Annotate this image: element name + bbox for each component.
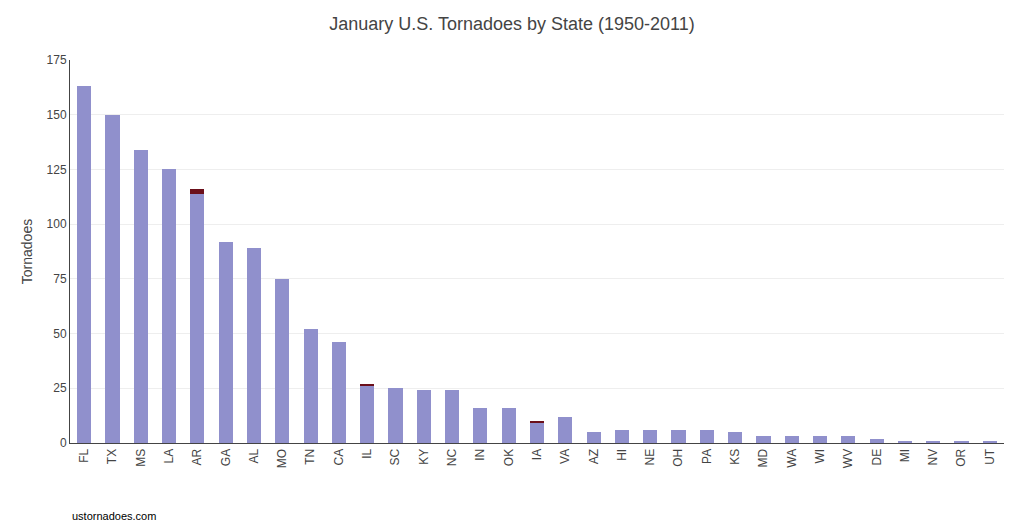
svg-text:NC: NC <box>445 448 459 466</box>
svg-text:IN: IN <box>473 449 487 461</box>
svg-text:KY: KY <box>417 449 431 465</box>
svg-text:PA: PA <box>700 449 714 464</box>
svg-text:MD: MD <box>756 448 770 467</box>
svg-text:IL: IL <box>360 448 374 458</box>
svg-text:WI: WI <box>813 449 827 464</box>
svg-text:25: 25 <box>53 381 67 395</box>
svg-text:OH: OH <box>671 449 685 467</box>
svg-text:GA: GA <box>219 449 233 466</box>
svg-text:KS: KS <box>728 449 742 465</box>
svg-text:OR: OR <box>954 448 968 466</box>
svg-text:HI: HI <box>615 449 629 461</box>
svg-text:CA: CA <box>332 449 346 466</box>
svg-text:75: 75 <box>53 272 67 286</box>
svg-text:MI: MI <box>898 449 912 462</box>
svg-text:WV: WV <box>841 449 855 468</box>
svg-text:AZ: AZ <box>587 449 601 464</box>
svg-text:0: 0 <box>60 436 67 450</box>
svg-text:UT: UT <box>983 448 997 465</box>
svg-text:SC: SC <box>388 448 402 465</box>
svg-text:FL: FL <box>77 448 91 462</box>
svg-text:MS: MS <box>134 449 148 467</box>
svg-text:WA: WA <box>785 449 799 468</box>
svg-text:100: 100 <box>47 217 67 231</box>
svg-text:AL: AL <box>247 448 261 463</box>
svg-text:125: 125 <box>47 163 67 177</box>
svg-text:Tornadoes: Tornadoes <box>19 219 35 284</box>
svg-text:175: 175 <box>47 53 67 67</box>
svg-text:NE: NE <box>643 449 657 466</box>
svg-text:150: 150 <box>47 108 67 122</box>
svg-text:VA: VA <box>558 449 572 464</box>
svg-text:TX: TX <box>105 449 119 464</box>
svg-text:TN: TN <box>303 449 317 465</box>
svg-text:OK: OK <box>502 449 516 466</box>
svg-text:AR: AR <box>190 448 204 465</box>
svg-text:50: 50 <box>53 327 67 341</box>
svg-text:January U.S. Tornadoes by Stat: January U.S. Tornadoes by State (1950-20… <box>329 14 695 34</box>
svg-text:ustornadoes.com: ustornadoes.com <box>72 510 156 522</box>
svg-text:LA: LA <box>162 449 176 464</box>
svg-text:NV: NV <box>926 449 940 466</box>
svg-text:IA: IA <box>530 449 544 460</box>
svg-text:MO: MO <box>275 449 289 468</box>
svg-text:DE: DE <box>870 449 884 466</box>
